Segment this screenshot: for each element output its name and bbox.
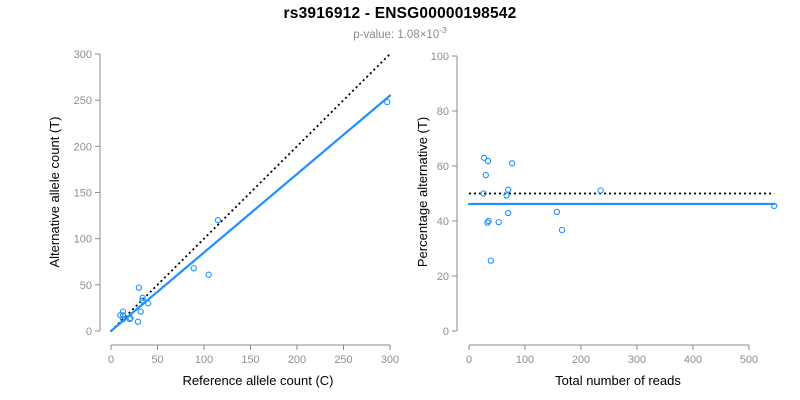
data-point — [558, 226, 566, 234]
data-point — [139, 294, 146, 301]
y-tick-label: 20 — [437, 271, 449, 283]
x-tick-label: 300 — [628, 354, 646, 366]
data-point — [597, 187, 604, 194]
data-point — [119, 308, 127, 315]
x-tick-label: 500 — [740, 354, 758, 366]
data-point — [119, 315, 127, 323]
y-tick-label: 40 — [437, 216, 449, 228]
figure-subtitle: p-value: 1.08×10-3 — [0, 25, 800, 41]
data-point — [137, 308, 144, 315]
x-tick-label: 150 — [241, 354, 259, 366]
x-tick-label: 100 — [195, 354, 213, 366]
data-point — [505, 209, 512, 217]
y-tick-label: 300 — [74, 49, 92, 61]
left-panel: 0 50 100 150 200 250 300 0 50 100 150 200 250 300 Refe… — [47, 49, 399, 388]
data-point — [553, 208, 561, 216]
right-y-axis-title: Percentage alternative (T) — [415, 117, 430, 267]
data-point — [480, 154, 488, 161]
y-tick-label: 60 — [437, 161, 449, 173]
data-point — [480, 190, 487, 197]
data-point — [135, 284, 143, 291]
y-tick-label: 200 — [74, 141, 92, 153]
y-tick-label: 100 — [74, 234, 92, 246]
y-tick-label: 0 — [86, 326, 92, 338]
y-tick-label: 50 — [80, 280, 92, 292]
data-point — [487, 257, 494, 264]
data-point — [485, 217, 492, 225]
identity-line — [110, 53, 391, 332]
data-point — [384, 98, 391, 106]
left-y-axis-title: Alternative allele count (T) — [47, 116, 62, 267]
data-point — [119, 312, 127, 319]
y-tick-label: 150 — [74, 188, 92, 200]
x-tick-label: 400 — [684, 354, 702, 366]
data-point — [771, 202, 778, 210]
left-x-axis-title: Reference allele count (C) — [182, 373, 333, 388]
right-x-axis-title: Total number of reads — [555, 373, 681, 388]
data-point — [134, 318, 142, 325]
x-tick-label: 200 — [572, 354, 590, 366]
x-tick-label: 50 — [151, 354, 163, 366]
data-point — [127, 314, 134, 322]
data-point — [505, 186, 512, 193]
x-tick-label: 250 — [334, 354, 352, 366]
data-point — [503, 192, 510, 199]
figure-title: rs3916912 - ENSG00000198542 — [283, 5, 517, 22]
fit-line — [109, 94, 392, 333]
data-point — [482, 171, 489, 179]
x-tick-label: 100 — [516, 354, 534, 366]
p-value-text: p-value: 1.08×10 — [353, 28, 440, 41]
data-point — [484, 157, 492, 165]
y-tick-label: 100 — [431, 51, 449, 63]
data-point — [205, 271, 212, 278]
data-point — [126, 315, 133, 323]
data-point — [145, 300, 152, 307]
x-tick-label: 0 — [466, 354, 472, 366]
x-tick-label: 0 — [108, 354, 114, 366]
data-point — [508, 160, 516, 167]
data-point — [139, 297, 146, 304]
x-tick-label: 200 — [288, 354, 306, 366]
right-panel: 0 20 40 60 80 100 0 100 200 300 400 500 Total number… — [415, 51, 778, 388]
data-point — [190, 265, 197, 272]
y-tick-label: 250 — [74, 95, 92, 107]
y-tick-label: 0 — [443, 326, 449, 338]
x-tick-label: 300 — [381, 354, 399, 366]
y-tick-label: 80 — [437, 106, 449, 118]
data-point — [214, 217, 222, 224]
data-point — [495, 218, 502, 226]
p-value-exponent: -3 — [439, 25, 447, 35]
